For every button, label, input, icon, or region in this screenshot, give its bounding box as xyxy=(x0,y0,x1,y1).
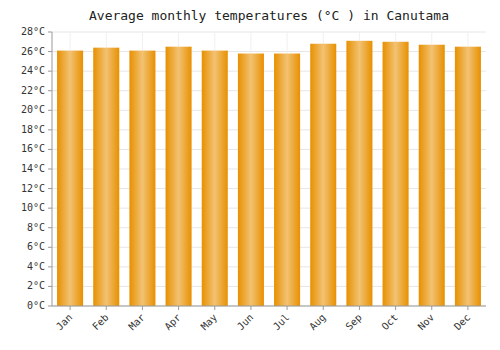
x-tick-label: Nov xyxy=(416,312,437,333)
y-tick xyxy=(48,188,52,189)
y-tick xyxy=(48,227,52,228)
bar xyxy=(346,41,372,306)
y-tick-label: 26°C xyxy=(21,46,45,57)
y-tick-label: 8°C xyxy=(27,222,45,233)
x-tick-label: Mar xyxy=(126,312,147,333)
y-tick xyxy=(48,266,52,267)
x-tick xyxy=(142,306,143,310)
chart-container: 0°C 2°C 4°C 6°C 8°C 10°C 12°C 14°C 16°C 18°C 20°C 2… xyxy=(0,0,500,350)
y-tick-label: 6°C xyxy=(27,241,45,252)
y-grid-line xyxy=(52,306,486,307)
y-tick xyxy=(48,149,52,150)
y-tick-label: 14°C xyxy=(21,163,45,174)
y-tick-label: 20°C xyxy=(21,104,45,115)
x-tick xyxy=(250,306,251,310)
y-tick xyxy=(48,129,52,130)
x-tick xyxy=(431,306,432,310)
bar xyxy=(310,44,336,306)
bar xyxy=(455,47,481,306)
x-tick xyxy=(178,306,179,310)
y-tick xyxy=(48,110,52,111)
x-tick-label: Feb xyxy=(90,312,111,333)
y-tick-label: 12°C xyxy=(21,183,45,194)
bar xyxy=(238,54,264,306)
x-tick xyxy=(214,306,215,310)
axes: 0°C 2°C 4°C 6°C 8°C 10°C 12°C 14°C 16°C 18°C 20°C 2… xyxy=(21,26,486,332)
x-tick xyxy=(70,306,71,310)
y-tick-label: 2°C xyxy=(27,280,45,291)
y-tick-label: 4°C xyxy=(27,261,45,272)
x-tick xyxy=(359,306,360,310)
y-tick-label: 28°C xyxy=(21,26,45,37)
y-tick xyxy=(48,32,52,33)
y-tick xyxy=(48,71,52,72)
bar xyxy=(57,51,83,306)
x-tick xyxy=(395,306,396,310)
x-tick-label: Jun xyxy=(235,312,256,333)
x-tick-label: Aug xyxy=(307,312,328,333)
x-tick-label: Jul xyxy=(271,312,292,333)
y-tick xyxy=(48,90,52,91)
x-tick xyxy=(467,306,468,310)
y-tick xyxy=(48,51,52,52)
x-tick-label: May xyxy=(199,312,220,333)
y-tick xyxy=(48,169,52,170)
y-tick-label: 16°C xyxy=(21,143,45,154)
background xyxy=(0,0,500,350)
x-tick xyxy=(106,306,107,310)
y-tick-label: 0°C xyxy=(27,300,45,311)
x-tick xyxy=(323,306,324,310)
x-tick-label: Jan xyxy=(54,312,75,333)
y-tick xyxy=(48,286,52,287)
chart-svg: 0°C 2°C 4°C 6°C 8°C 10°C 12°C 14°C 16°C 18°C 20°C 2… xyxy=(0,0,500,350)
y-tick-label: 10°C xyxy=(21,202,45,213)
y-tick xyxy=(48,208,52,209)
y-tick-label: 24°C xyxy=(21,65,45,76)
bar xyxy=(274,54,300,306)
grid xyxy=(52,32,486,306)
y-tick-label: 22°C xyxy=(21,85,45,96)
x-tick-label: Apr xyxy=(162,312,183,333)
y-tick xyxy=(48,306,52,307)
title: Average monthly temperatures (°C ) in Ca… xyxy=(89,8,449,23)
bar xyxy=(166,47,192,306)
x-tick-label: Sep xyxy=(343,312,364,333)
bar xyxy=(419,45,445,306)
y-grid-line xyxy=(52,32,486,33)
x-axis-line xyxy=(52,306,486,307)
bar xyxy=(202,51,228,306)
bar xyxy=(93,48,119,306)
y-tick xyxy=(48,247,52,248)
bars xyxy=(57,41,481,306)
x-tick-label: Dec xyxy=(452,312,473,333)
y-tick-label: 18°C xyxy=(21,124,45,135)
x-tick xyxy=(287,306,288,310)
x-tick-label: Oct xyxy=(379,312,400,333)
bar xyxy=(129,51,155,306)
bar xyxy=(383,42,409,306)
